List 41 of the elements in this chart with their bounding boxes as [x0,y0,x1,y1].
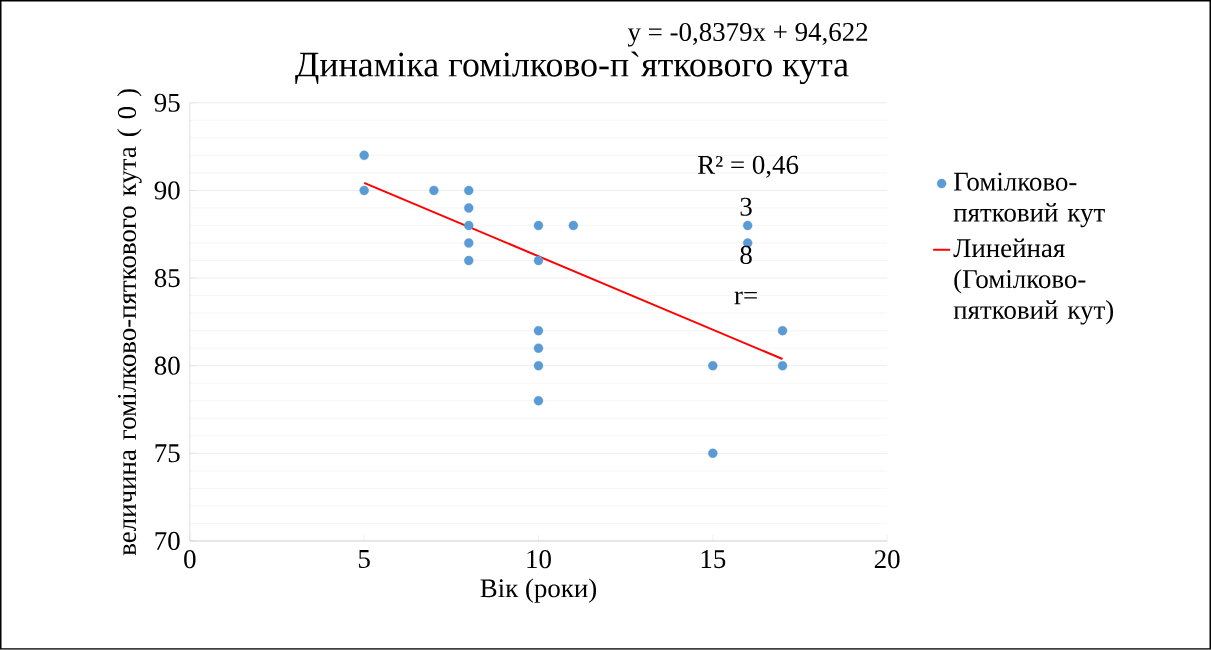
point [708,448,718,459]
x-tick-label: 0 [184,550,196,569]
point [359,150,369,161]
legend-label: Линейная (Гомілково-пятковий кут) [953,238,1114,325]
annotation: R² = 0,46 [697,155,799,178]
point [464,220,474,231]
y-axis-title: величина гомілково-пяткового кута ( 0 ) [117,89,142,556]
x-tick-label: 10 [527,550,551,569]
point [533,396,544,406]
y-tick-label: 80 [154,356,180,375]
point [777,326,788,336]
point [464,238,474,248]
x-tick-label: 15 [701,550,726,569]
point [533,343,544,353]
x-axis-title: Вік (роки) [480,578,597,603]
point [533,255,544,266]
point [464,203,474,213]
point [359,185,369,196]
y-tick-label: 90 [154,181,180,200]
point [464,185,474,196]
point [777,361,788,371]
x-tick-label: 5 [359,550,370,569]
point [533,326,544,336]
point [568,220,579,231]
annotation: 8 [740,245,752,265]
annotation: r= [734,291,757,305]
chart-title: Динаміка гомілково-п`яткового кута [295,51,849,85]
legend-label: Гомілково-пятковий кут [953,172,1105,228]
point [533,361,544,371]
point [464,255,474,266]
annotation: 3 [740,197,752,216]
point [708,361,718,371]
point [429,185,439,196]
point [533,220,544,231]
y-tick-label: 95 [154,93,180,112]
text: y = -0,8379x + 94,622 [627,23,868,47]
x-tick-label: 20 [874,550,900,569]
y-tick-label: 85 [154,269,180,288]
y-tick-label: 75 [155,444,180,463]
point [742,220,753,231]
y-tick-label: 70 [155,532,180,551]
